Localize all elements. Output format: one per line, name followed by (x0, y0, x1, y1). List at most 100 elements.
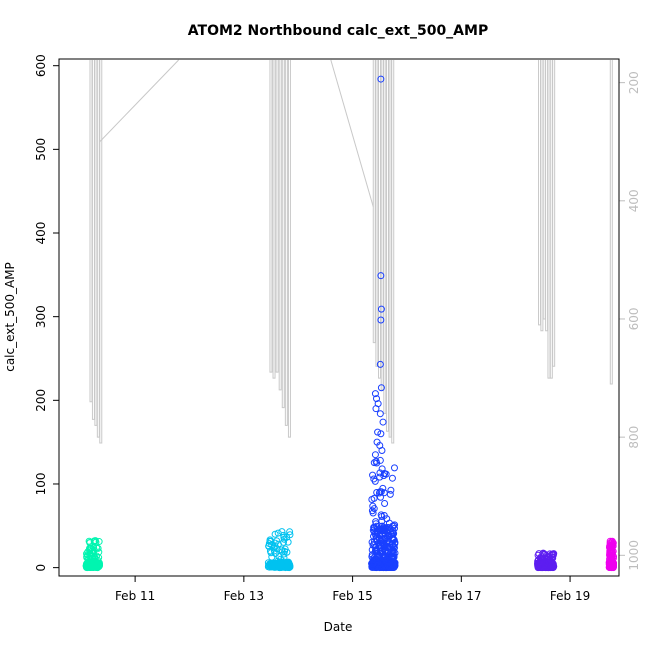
data-point (369, 471, 377, 479)
data-point (382, 470, 390, 478)
data-point (370, 494, 378, 502)
data-point (368, 546, 376, 554)
data-point (378, 465, 386, 473)
data-point (389, 550, 397, 558)
data-point (386, 490, 394, 498)
depth-cast-2-6 (388, 60, 392, 438)
depth-cast-1-3 (278, 60, 282, 391)
depth-cast-0-2 (94, 60, 98, 426)
depth-cast-1-0 (269, 60, 273, 373)
data-point (369, 560, 377, 568)
data-point (271, 539, 279, 547)
x-tick-label: Feb 19 (550, 589, 590, 603)
data-point (279, 563, 287, 571)
depth-cast-1-1 (272, 60, 276, 379)
y2-tick-label: 800 (627, 426, 641, 449)
depth-series (89, 59, 613, 444)
y-tick-label: 200 (34, 389, 48, 412)
data-point (607, 538, 615, 546)
data-point-peak (377, 384, 385, 392)
depth-cast-1-6 (287, 60, 291, 438)
data-point (381, 562, 389, 570)
data-point (383, 537, 391, 545)
data-point-peak (378, 447, 386, 455)
data-point (268, 553, 276, 561)
data-point (370, 459, 378, 467)
depth-cast-2-5 (385, 60, 389, 432)
depth-cast-3-1 (540, 60, 544, 332)
y-tick-label: 300 (34, 305, 48, 328)
data-point-peak (371, 390, 379, 398)
data-point (378, 513, 386, 521)
data-point (606, 560, 614, 568)
x-tick-label: Feb 13 (224, 589, 264, 603)
chart-title: ATOM2 Northbound calc_ext_500_AMP (188, 23, 488, 39)
data-point (286, 528, 294, 536)
y-tick-label: 100 (34, 473, 48, 496)
axes: Feb 11 Feb 13 Feb 15 Feb 17 Feb 19 0 100 200 300… (34, 54, 641, 603)
data-point (285, 562, 293, 570)
data-point (389, 561, 397, 569)
depth-cast-4-0 (609, 60, 613, 385)
depth-cast-0-4 (99, 60, 103, 444)
depth-cast-0-3 (96, 60, 100, 438)
data-point (381, 526, 389, 534)
data-point (390, 464, 398, 472)
data-point (535, 564, 543, 572)
depth-cast-2-7 (391, 60, 395, 444)
data-point (370, 475, 378, 483)
data-point-peak (377, 316, 385, 324)
depth-cast-3-3 (545, 60, 549, 332)
y2-tick-label: 200 (627, 71, 641, 94)
depth-cast-3-0 (538, 60, 542, 326)
y-tick-label: 400 (34, 222, 48, 245)
data-point (286, 531, 294, 539)
data-point (368, 538, 376, 546)
depth-cast-2-2 (378, 60, 382, 379)
x-tick-label: Feb 17 (441, 589, 481, 603)
data-point-peak (374, 428, 382, 436)
data-point (271, 530, 279, 538)
data-point (90, 538, 98, 546)
data-point (95, 538, 103, 546)
data-point (390, 542, 398, 550)
data-point (534, 560, 542, 568)
y2-tick-label: 600 (627, 308, 641, 331)
data-point (270, 544, 278, 552)
data-points (82, 75, 618, 572)
data-point (376, 488, 384, 496)
y-axis-label: calc_ext_500_AMP (3, 262, 17, 372)
data-point-peak (379, 418, 387, 426)
data-point (539, 549, 547, 557)
data-point (373, 489, 381, 497)
data-point (372, 520, 380, 528)
data-point (378, 517, 386, 525)
data-point (85, 563, 93, 571)
data-point (540, 559, 548, 567)
data-point (381, 544, 389, 552)
data-point (387, 486, 395, 494)
data-point (381, 499, 389, 507)
data-point-peak (373, 395, 381, 403)
data-point-peak (376, 360, 384, 368)
data-point-peak (278, 528, 286, 536)
data-point (281, 547, 289, 555)
data-point (385, 562, 393, 570)
y-tick-label: 500 (34, 138, 48, 161)
data-point (391, 524, 399, 532)
data-point (274, 529, 282, 537)
depth-cast-3-4 (547, 60, 551, 379)
data-point (284, 538, 292, 546)
depth-cast-2-4 (383, 60, 387, 415)
depth-transit-0 (99, 59, 179, 143)
data-point-peak (377, 305, 385, 313)
data-point-peak (376, 410, 384, 418)
depth-cast-3-6 (552, 60, 556, 367)
depth-cast-2-0 (372, 60, 376, 344)
data-point (376, 548, 384, 556)
data-point-peak (377, 430, 385, 438)
depth-cast-0-0 (89, 60, 93, 403)
data-point-peak (372, 405, 380, 413)
data-point (368, 551, 376, 559)
depth-cast-1-5 (284, 60, 288, 426)
